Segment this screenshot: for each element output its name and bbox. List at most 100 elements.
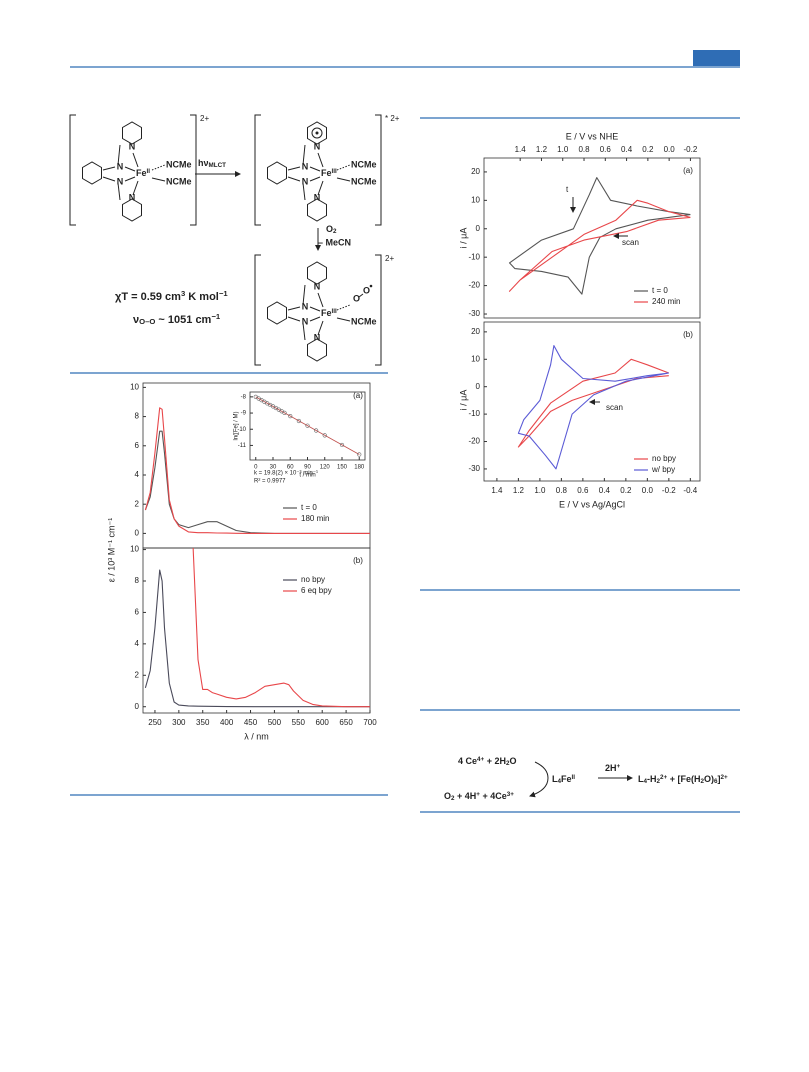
- bond: [117, 144, 121, 166]
- metal-label: FeII: [136, 168, 150, 178]
- y-tick-label: 20: [471, 167, 480, 176]
- bond: [309, 166, 321, 172]
- point: [296, 418, 301, 424]
- annotation: k = 19.8(2) × 10⁻³ min⁻¹: [254, 471, 318, 477]
- arrow-label-part: 2: [333, 228, 337, 235]
- product-part: + [Fe(H: [667, 774, 700, 784]
- y-tick-label: 8: [135, 576, 140, 585]
- plot-frame: [483, 321, 701, 482]
- y-tick-label: 0: [476, 382, 481, 391]
- x-axis-label: E / V vs NHE: [566, 131, 619, 141]
- series-line: [517, 358, 669, 448]
- bond: [317, 320, 324, 336]
- property-part: 3: [181, 289, 185, 298]
- x-tick-label: -0.2: [684, 145, 698, 154]
- product-part: 2+: [660, 774, 668, 781]
- series-line: [144, 430, 370, 534]
- atom-label: N: [314, 281, 321, 291]
- bond: [287, 176, 301, 182]
- plot-area: [508, 177, 691, 295]
- radical-dot: [315, 131, 319, 135]
- property-part: −1: [211, 312, 220, 321]
- y-axis-label: ε / 10³ M⁻¹ cm⁻¹: [106, 518, 116, 583]
- x-tick-label: 180: [354, 465, 365, 471]
- atom-label: N: [314, 192, 321, 202]
- panel-label: (b): [683, 330, 693, 339]
- product-part: 6: [714, 778, 718, 785]
- bond: [302, 144, 306, 166]
- x-axis-label: λ / nm: [244, 731, 269, 741]
- bracket: [375, 114, 382, 226]
- product-part: ]: [718, 774, 721, 784]
- reactant: 4 Ce4+ + 2H2O: [458, 756, 517, 767]
- ring: [307, 121, 327, 145]
- y-tick-label: -20: [468, 437, 480, 446]
- bond: [309, 316, 321, 322]
- catalyst-part: Fe: [561, 774, 572, 784]
- ring: [82, 161, 102, 185]
- x-tick-label: 0.4: [599, 486, 611, 495]
- atom-label: N: [117, 161, 124, 171]
- arrow-label: 2H+: [605, 763, 621, 773]
- x-tick-label: 300: [172, 718, 186, 727]
- plot-area: [144, 407, 370, 534]
- ligand-label: NCMe: [351, 176, 377, 186]
- y-tick-label: -10: [237, 427, 246, 433]
- property-part: −1: [219, 289, 228, 298]
- x-tick-label: 60: [287, 465, 294, 471]
- property: χT = 0.59 cm3 K mol−1: [115, 289, 228, 303]
- bracket: [69, 114, 76, 226]
- bond: [309, 306, 321, 312]
- x-tick-label: 0.6: [577, 486, 589, 495]
- x-tick-label: 1.0: [534, 486, 546, 495]
- ring: [122, 198, 142, 222]
- x-tick-label: 1.4: [491, 486, 503, 495]
- series-line: [508, 199, 691, 292]
- x-tick-label: 0: [254, 465, 258, 471]
- atom-label: N: [129, 141, 136, 151]
- legend-label: 6 eq bpy: [301, 586, 332, 595]
- property-part: K mol: [185, 291, 219, 303]
- bond: [151, 177, 166, 182]
- bracket: [254, 254, 261, 366]
- legend-label: no bpy: [301, 575, 325, 584]
- product-part: +: [476, 791, 480, 798]
- ring: [267, 301, 287, 325]
- bracket: [375, 254, 382, 366]
- property-part: ν: [133, 314, 139, 326]
- ligand-label: NCMe: [166, 176, 192, 186]
- x-tick-label: 1.0: [557, 145, 569, 154]
- bond: [124, 176, 136, 182]
- ligand-label: NCMe: [351, 316, 377, 326]
- ligand-label: NCMe: [351, 159, 377, 169]
- legend-label: w/ bpy: [651, 465, 675, 474]
- series-line: [192, 548, 370, 708]
- metal-label-part: Fe: [321, 308, 332, 318]
- product-part: L: [638, 774, 644, 784]
- metal-label-part: II: [147, 168, 151, 175]
- bond: [317, 180, 324, 196]
- x-tick-label: 150: [337, 465, 348, 471]
- x-tick-label: 120: [320, 465, 331, 471]
- reactant-part: 4 Ce: [458, 756, 477, 766]
- bond: [132, 152, 139, 168]
- product-part: + 4Ce: [480, 791, 507, 801]
- catalyst-part: 4: [558, 778, 562, 785]
- product-part: + 4H: [455, 791, 477, 801]
- point: [322, 433, 327, 438]
- metal-label-part: III: [332, 308, 337, 315]
- x-tick-label: 600: [316, 718, 330, 727]
- annotation: scan: [606, 403, 623, 412]
- arrow-label-part: 2H: [605, 763, 617, 773]
- arrow-label-part: hν: [198, 158, 209, 168]
- series-line: [144, 407, 370, 534]
- x-axis-label: E / V vs Ag/AgCl: [559, 499, 625, 509]
- bond: [317, 292, 324, 308]
- y-tick-label: 6: [135, 608, 140, 617]
- atom-label: N: [314, 332, 321, 342]
- property-part: χT = 0.59 cm: [115, 291, 181, 303]
- charge: * 2+: [385, 114, 400, 123]
- reactant-part: O: [509, 756, 516, 766]
- product-part: 4: [644, 778, 648, 785]
- plot-area: [144, 548, 370, 708]
